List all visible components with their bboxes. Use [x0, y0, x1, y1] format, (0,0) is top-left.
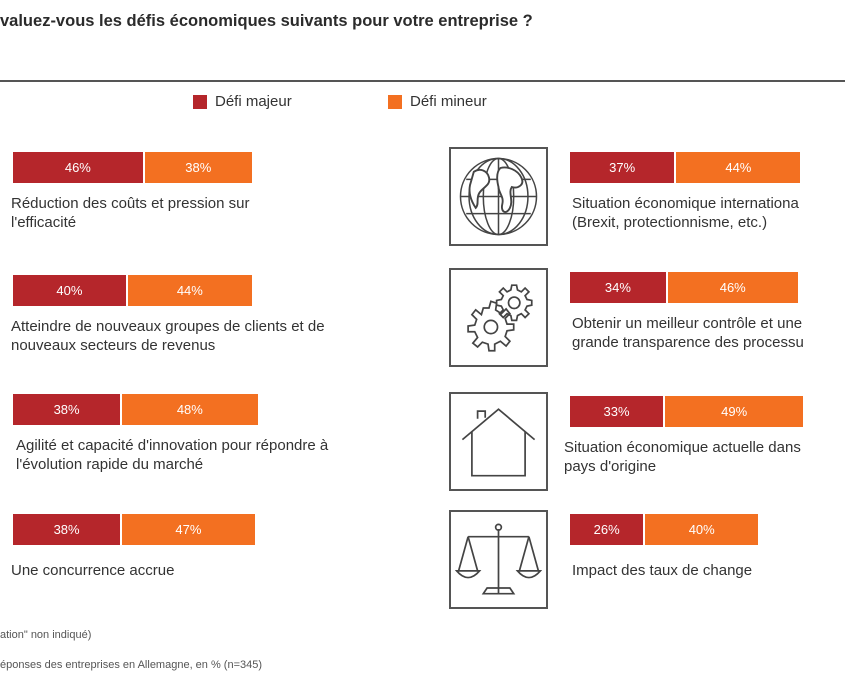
- item-label: Situation économique internationa (Brexit…: [572, 194, 799, 232]
- chart-title: valuez-vous les défis économiques suivan…: [0, 12, 533, 30]
- header-divider: [0, 80, 845, 82]
- item-label-line: Situation économique internationa: [572, 195, 799, 212]
- item-label-line: Obtenir un meilleur contrôle et une: [572, 315, 803, 332]
- bar-minor: 40%: [645, 514, 759, 545]
- bar-minor: 44%: [127, 275, 252, 306]
- bar-major: 40%: [13, 275, 126, 306]
- item-label-line: nouveaux secteurs de revenus: [11, 337, 216, 354]
- legend-major-swatch: [193, 94, 207, 109]
- bar-major: 26%: [570, 514, 644, 545]
- bar-major: 38%: [13, 514, 121, 545]
- item-label-line: Une concurrence accrue: [11, 562, 175, 579]
- item-label: Impact des taux de change: [572, 561, 752, 580]
- scales-icon: [449, 510, 548, 609]
- legend-minor-label: Défi mineur: [410, 93, 487, 110]
- bar-minor: 44%: [676, 152, 801, 183]
- item-label-line: Atteindre de nouveaux groupes de clients…: [11, 318, 325, 335]
- item-label: Une concurrence accrue: [11, 561, 174, 580]
- bar-major: 33%: [570, 396, 664, 427]
- bar-major: 38%: [13, 394, 121, 425]
- footnote-2: éponses des entreprises en Allemagne, en…: [0, 659, 263, 671]
- item-label-line: l'efficacité: [11, 214, 77, 231]
- bar-minor: 48%: [122, 394, 258, 425]
- item-label: Situation économique actuelle dans pays d…: [564, 438, 801, 476]
- bar-major: 34%: [570, 272, 666, 303]
- item-label-line: Impact des taux de change: [572, 562, 753, 579]
- item-label-line: grande transparence des processu: [572, 334, 804, 351]
- bar-minor: 47%: [122, 514, 255, 545]
- bar-major: 37%: [570, 152, 675, 183]
- house-icon: [449, 392, 548, 491]
- item-label-line: Agilité et capacité d'innovation pour ré…: [16, 437, 329, 454]
- legend-minor-swatch: [388, 94, 402, 109]
- gears-icon: [449, 268, 548, 367]
- bar-minor: 46%: [667, 272, 798, 303]
- bar-minor: 38%: [144, 152, 252, 183]
- item-label: Atteindre de nouveaux groupes de clients…: [11, 317, 325, 355]
- legend-minor: Défi mineur: [388, 93, 487, 110]
- footnote-1: ation" non indiqué): [0, 629, 92, 641]
- item-label-line: pays d'origine: [564, 458, 657, 475]
- item-label-line: (Brexit, protectionnisme, etc.): [572, 214, 768, 231]
- item-label-line: Réduction des coûts et pression sur: [11, 195, 250, 212]
- bar-major: 46%: [13, 152, 143, 183]
- globe-icon: [449, 147, 548, 246]
- bar-minor: 49%: [665, 396, 804, 427]
- item-label: Réduction des coûts et pression sur l'eff…: [11, 194, 249, 232]
- item-label: Obtenir un meilleur contrôle et une grand…: [572, 314, 804, 352]
- item-label-line: Situation économique actuelle dans: [564, 439, 801, 456]
- legend-major-label: Défi majeur: [215, 93, 292, 110]
- item-label-line: l'évolution rapide du marché: [16, 456, 204, 473]
- legend-major: Défi majeur: [193, 93, 292, 110]
- item-label: Agilité et capacité d'innovation pour ré…: [16, 436, 328, 474]
